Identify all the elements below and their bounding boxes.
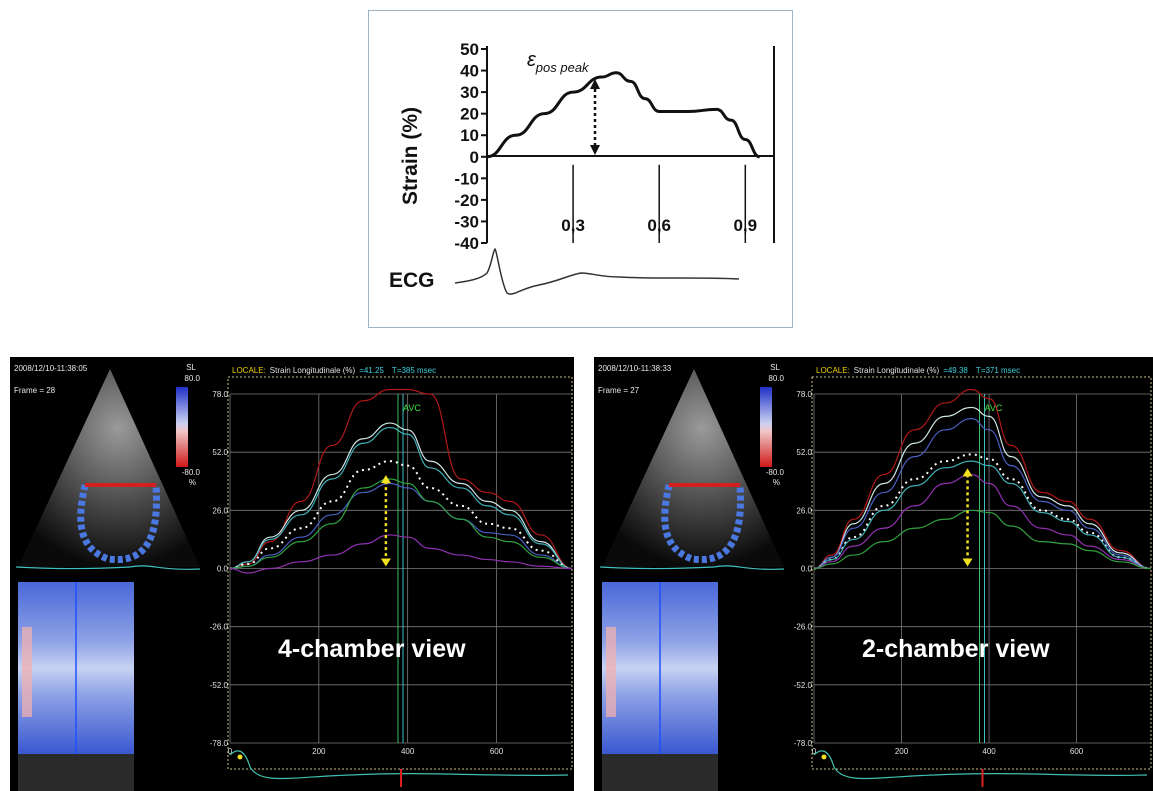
x-tick-label: 400 xyxy=(982,747,996,756)
scale-min: -80.0 xyxy=(182,468,201,477)
avc-label: AVC xyxy=(985,403,1003,413)
graph-frame xyxy=(812,377,1151,769)
two-chamber-panel: 2008/12/10-11:38:33 Frame = 27 SL 80.0 -80.0… xyxy=(594,357,1153,791)
y-tick-label: -52.0 xyxy=(210,681,229,690)
color-scale-bar xyxy=(760,387,772,467)
graph-header: LOCALE: Strain Longitudinale (%) =49.38 T=3… xyxy=(816,366,1020,375)
timestamp: 2008/12/10-11:38:33 xyxy=(598,364,672,373)
strain-axis-label: Strain (%) xyxy=(399,107,422,205)
color-scale-bar xyxy=(176,387,188,467)
y-tick-label: 20 xyxy=(460,105,479,124)
header-locale: LOCALE: xyxy=(816,366,850,375)
y-tick-label: 10 xyxy=(460,126,479,145)
strain-curve xyxy=(487,73,760,157)
graph-header: LOCALE: Strain Longitudinale (%) =41.25 T=3… xyxy=(232,366,436,375)
y-tick-label: 26.0 xyxy=(212,506,228,515)
scale-label: SL xyxy=(770,363,780,372)
scale-unit: % xyxy=(189,478,196,487)
strain-series-line xyxy=(814,475,1151,569)
x-tick-label: 200 xyxy=(312,747,326,756)
frame-number: Frame = 27 xyxy=(598,386,640,395)
view-label: 2-chamber view xyxy=(862,635,1050,663)
view-label: 4-chamber view xyxy=(278,635,466,663)
peak-label: εpos peak xyxy=(527,49,590,75)
graph-ecg-trace xyxy=(230,751,568,779)
frame-number: Frame = 28 xyxy=(14,386,56,395)
y-tick-label: -10 xyxy=(454,169,479,188)
x-tick-label: 600 xyxy=(1070,747,1084,756)
scale-min: -80.0 xyxy=(766,468,785,477)
y-tick-label: -30 xyxy=(454,212,479,231)
header-time: T=371 msec xyxy=(976,366,1020,375)
echo-sector-image xyxy=(18,369,200,567)
scale-unit: % xyxy=(773,478,780,487)
ecg-trace xyxy=(455,249,739,294)
y-tick-label: 26.0 xyxy=(796,506,812,515)
scale-label: SL xyxy=(186,363,196,372)
x-tick-label: 600 xyxy=(490,747,504,756)
schematic-strain-chart: Strain (%) 50 40 30 20 10 0 -10 -20 -30 -40 0,3 0,… xyxy=(368,10,793,328)
y-tick-label: 40 xyxy=(460,62,479,81)
y-tick-label: 50 xyxy=(460,40,479,59)
strain-series-line xyxy=(230,428,572,569)
strain-series-line xyxy=(230,479,572,568)
ecg-label: ECG xyxy=(389,269,435,292)
y-tick-label: 30 xyxy=(460,83,479,102)
y-tick-label: 0 xyxy=(470,148,479,167)
peak-strain-arrow-head-top xyxy=(963,468,973,476)
four-chamber-panel: 2008/12/10-11:38:05 Frame = 28 SL 80.0 -80.0… xyxy=(10,357,574,791)
y-tick-label: 0.0 xyxy=(217,565,229,574)
header-text: Strain Longitudinale (%) xyxy=(270,366,356,375)
y-tick-label: 52.0 xyxy=(212,448,228,457)
strain-series-line xyxy=(230,423,572,568)
strain-series-line xyxy=(230,461,572,568)
avc-label: AVC xyxy=(403,403,421,413)
graph-frame xyxy=(228,377,572,769)
y-tick-label: -20 xyxy=(454,191,479,210)
scale-max: 80.0 xyxy=(184,374,200,383)
graph-ecg-trace xyxy=(814,751,1147,779)
strain-map-red-band xyxy=(606,627,616,717)
ecg-start-dot xyxy=(238,755,243,760)
header-value: =49.38 xyxy=(943,366,968,375)
map-bottom-strip xyxy=(602,754,718,791)
echo-sector-image xyxy=(602,369,784,567)
map-bottom-strip xyxy=(18,754,134,791)
peak-strain-arrow-head-bottom xyxy=(381,559,391,567)
y-tick-label: 52.0 xyxy=(796,448,812,457)
timestamp: 2008/12/10-11:38:05 xyxy=(14,364,88,373)
y-tick-label: 78.0 xyxy=(212,390,228,399)
y-tick-label: -40 xyxy=(454,234,479,253)
header-value: =41.25 xyxy=(359,366,384,375)
y-tick-label: 78.0 xyxy=(796,390,812,399)
strain-series-line xyxy=(230,390,572,569)
y-tick-label: 0.0 xyxy=(801,565,813,574)
x-tick-label: 400 xyxy=(401,747,415,756)
x-tick-label: 0,9 xyxy=(733,216,757,235)
y-tick-label: -26.0 xyxy=(794,623,813,632)
x-tick-label: 0,3 xyxy=(561,216,585,235)
strain-series-line xyxy=(814,419,1151,569)
x-tick-label: 200 xyxy=(895,747,909,756)
schematic-chart-svg: Strain (%) 50 40 30 20 10 0 -10 -20 -30 -40 0,3 0,… xyxy=(369,11,792,327)
x-tick-label: 0,6 xyxy=(647,216,671,235)
strain-series-line xyxy=(230,483,572,568)
y-tick-label: -52.0 xyxy=(794,681,813,690)
peak-strain-arrow-head-bottom xyxy=(963,559,973,567)
peak-label-sub: pos peak xyxy=(535,60,590,75)
strain-map-red-band xyxy=(22,627,32,717)
y-tick-label: -78.0 xyxy=(210,739,229,748)
four-chamber-svg: 2008/12/10-11:38:05 Frame = 28 SL 80.0 -80.0… xyxy=(10,357,574,791)
header-time: T=385 msec xyxy=(392,366,436,375)
two-chamber-svg: 2008/12/10-11:38:33 Frame = 27 SL 80.0 -80.0… xyxy=(594,357,1153,791)
header-locale: LOCALE: xyxy=(232,366,266,375)
scale-max: 80.0 xyxy=(768,374,784,383)
header-text: Strain Longitudinale (%) xyxy=(854,366,940,375)
y-tick-label: -78.0 xyxy=(794,739,813,748)
strain-series-line xyxy=(814,407,1151,568)
ecg-start-dot xyxy=(822,755,827,760)
y-tick-label: -26.0 xyxy=(210,623,229,632)
peak-arrow-head-bottom xyxy=(590,145,600,155)
